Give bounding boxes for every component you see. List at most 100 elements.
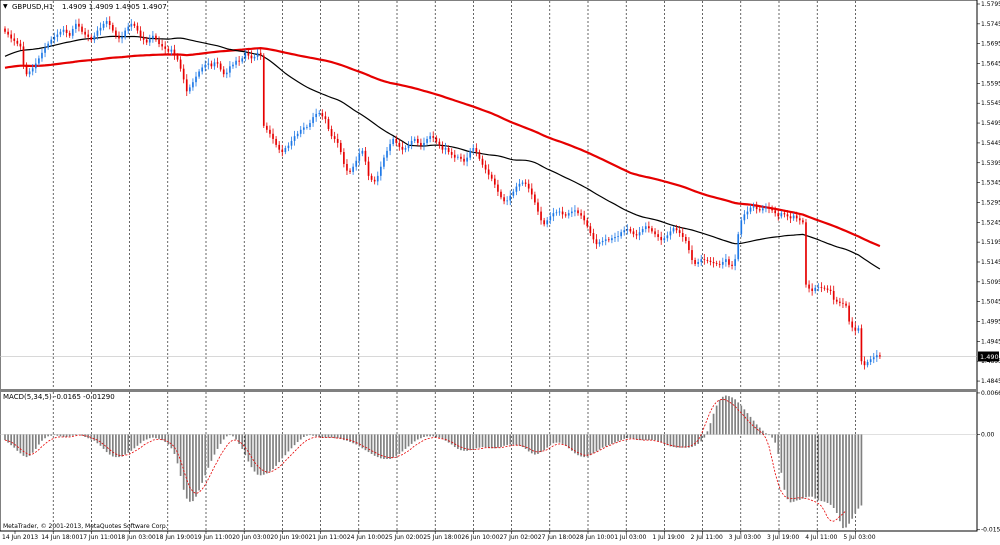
macd-axis[interactable]: 0.00661 0.00 -0.01516 — [977, 390, 1000, 534]
candle-body — [524, 182, 527, 184]
price-axis[interactable]: 1.5795 1.5745 1.5695 1.5645 1.5595 1.5545 1.54… — [977, 1, 1000, 385]
candle-body — [395, 138, 398, 143]
candle-body — [805, 222, 807, 285]
candle — [423, 137, 425, 151]
candle-body — [512, 191, 515, 196]
candle-body — [586, 220, 589, 227]
candle — [497, 179, 499, 197]
candle — [420, 138, 422, 150]
candle-body — [481, 158, 484, 165]
candle-body — [762, 208, 764, 211]
candle — [638, 226, 641, 241]
candle — [386, 147, 388, 162]
candle-body — [521, 182, 524, 184]
candle-body — [71, 28, 74, 36]
candle-body — [170, 49, 173, 52]
candle — [84, 27, 86, 38]
candle-body — [253, 56, 256, 59]
candle-body — [16, 40, 19, 44]
candle-body — [854, 327, 857, 331]
candle-body — [546, 220, 549, 225]
candle — [845, 301, 847, 308]
candle-body — [758, 209, 761, 211]
candle-body — [327, 119, 330, 130]
time-axis[interactable]: 14 Jun 2013 14 Jun 18:00 17 Jun 11:00 18 Ju… — [2, 531, 876, 541]
candle-body — [518, 183, 521, 187]
candle-body — [293, 136, 296, 141]
candle — [111, 22, 114, 33]
candle-body — [475, 148, 478, 153]
candle — [13, 33, 16, 46]
candle-body — [108, 21, 111, 26]
candle-body — [41, 52, 43, 59]
candle-body — [330, 129, 333, 137]
candle-body — [7, 31, 9, 35]
candle — [586, 217, 589, 229]
menu-triangle-icon[interactable]: ▼ — [3, 3, 8, 10]
candle-body — [814, 287, 817, 291]
candle — [306, 124, 308, 130]
candle-body — [700, 259, 703, 262]
candle — [774, 206, 777, 217]
candle-body — [222, 69, 225, 75]
candle — [41, 48, 43, 62]
candle-body — [364, 150, 367, 162]
candle-body — [302, 127, 305, 130]
candle-body — [290, 140, 293, 146]
candle-body — [712, 261, 715, 264]
candle-body — [691, 250, 693, 260]
candle-body — [133, 23, 136, 26]
candle — [127, 22, 130, 35]
candle — [789, 211, 792, 224]
candle — [832, 285, 835, 305]
candle — [318, 110, 321, 117]
candle — [814, 284, 817, 294]
candle — [826, 285, 829, 293]
candle — [872, 352, 875, 364]
candle — [367, 156, 370, 181]
candle — [438, 138, 441, 149]
candle — [632, 228, 635, 238]
candle-body — [145, 39, 148, 43]
candle-body — [789, 216, 792, 219]
candle — [96, 26, 99, 40]
candle — [28, 68, 31, 78]
candle-body — [96, 30, 99, 36]
candle-body — [284, 148, 287, 153]
candle-body — [737, 234, 740, 260]
candle-body — [848, 305, 850, 322]
candle-body — [466, 157, 468, 162]
pane-separator[interactable] — [0, 389, 977, 392]
candle — [173, 44, 176, 60]
candle-body — [694, 260, 696, 264]
x-tick-label: 18 Jun 19:00 — [156, 534, 194, 541]
candle — [339, 140, 342, 155]
candle-body — [802, 220, 804, 223]
candle — [500, 189, 502, 200]
candle — [179, 56, 182, 72]
candle — [379, 161, 382, 181]
candle — [105, 17, 108, 28]
candle — [244, 49, 247, 62]
candle-body — [869, 359, 872, 363]
candle-body — [28, 71, 31, 75]
candle-body — [635, 234, 638, 236]
candle — [31, 63, 34, 76]
candle — [413, 136, 416, 144]
candle-body — [192, 82, 194, 88]
candle — [537, 198, 539, 216]
candle — [561, 206, 564, 219]
candle-body — [774, 210, 777, 214]
candle-body — [654, 231, 656, 235]
candle-body — [19, 43, 22, 47]
candle-body — [275, 138, 277, 145]
candle-body — [534, 194, 536, 203]
y-tick-label: 1.5195 — [981, 239, 1000, 246]
candle — [450, 148, 453, 159]
candle — [376, 171, 379, 186]
candle — [392, 136, 395, 147]
candle-body — [583, 215, 586, 221]
candle — [558, 207, 561, 216]
